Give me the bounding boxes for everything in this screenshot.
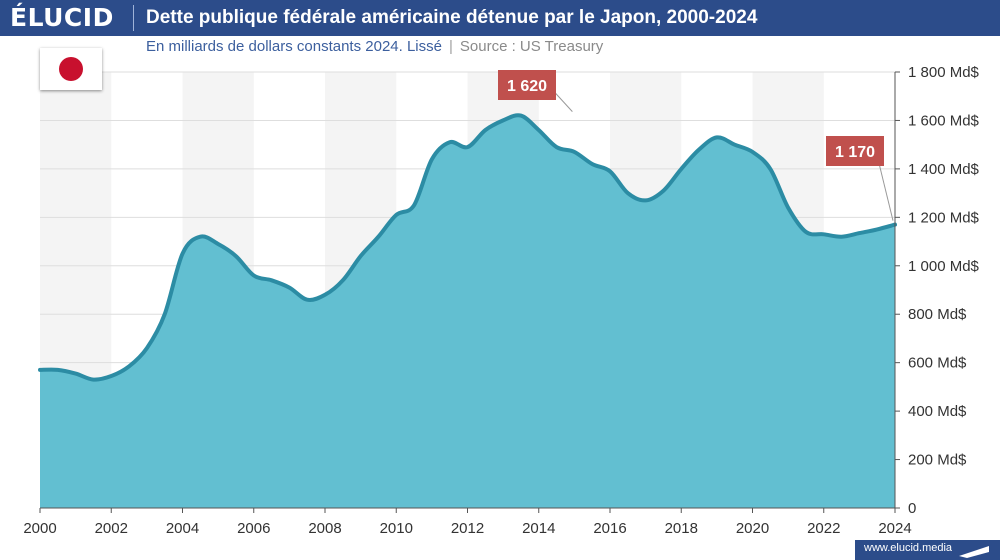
y-tick-label: 1 800 Md$ — [908, 64, 980, 81]
x-tick-label: 2006 — [237, 520, 270, 537]
y-tick-label: 800 Md$ — [908, 306, 967, 323]
x-tick-label: 2010 — [380, 520, 413, 537]
header-divider — [133, 5, 134, 31]
x-tick-label: 2002 — [95, 520, 128, 537]
y-tick-label: 0 — [908, 500, 916, 517]
annotation-label: 1 170 — [835, 144, 875, 161]
x-tick-label: 2008 — [308, 520, 341, 537]
x-tick-label: 2000 — [23, 520, 56, 537]
elucid-mark-icon — [959, 546, 989, 558]
y-tick-label: 1 600 Md$ — [908, 112, 980, 129]
subtitle-row: En milliards de dollars constants 2024. … — [146, 38, 603, 55]
chart-subtitle: En milliards de dollars constants 2024. … — [146, 38, 442, 55]
elucid-logo[interactable]: ÉLUCID — [10, 3, 114, 32]
y-tick-label: 1 400 Md$ — [908, 161, 980, 178]
japan-flag-disc — [59, 57, 83, 81]
x-tick-label: 2018 — [665, 520, 698, 537]
area-fill — [40, 115, 895, 508]
y-tick-label: 1 200 Md$ — [908, 209, 980, 226]
y-tick-label: 600 Md$ — [908, 355, 967, 372]
x-tick-label: 2024 — [878, 520, 911, 537]
annotation-label: 1 620 — [507, 78, 547, 95]
x-tick-label: 2004 — [166, 520, 199, 537]
x-tick-label: 2020 — [736, 520, 769, 537]
chart-title: Dette publique fédérale américaine déten… — [146, 7, 758, 28]
x-tick-label: 2014 — [522, 520, 555, 537]
annotation-box — [826, 136, 884, 166]
annotation-box — [498, 70, 556, 100]
subtitle-separator: | — [449, 38, 453, 55]
footer-url-link[interactable]: www.elucid.media — [864, 542, 953, 554]
series-line — [38, 113, 897, 382]
y-tick-label: 200 Md$ — [908, 452, 967, 469]
footer-bar: www.elucid.media — [855, 540, 1000, 560]
japan-flag-icon — [40, 48, 102, 90]
y-tick-label: 400 Md$ — [908, 403, 967, 420]
x-tick-label: 2012 — [451, 520, 484, 537]
x-tick-label: 2022 — [807, 520, 840, 537]
header-bar: ÉLUCID Dette publique fédérale américain… — [0, 0, 1000, 36]
chart-source: Source : US Treasury — [459, 38, 604, 55]
y-tick-label: 1 000 Md$ — [908, 258, 980, 275]
x-tick-label: 2016 — [593, 520, 626, 537]
